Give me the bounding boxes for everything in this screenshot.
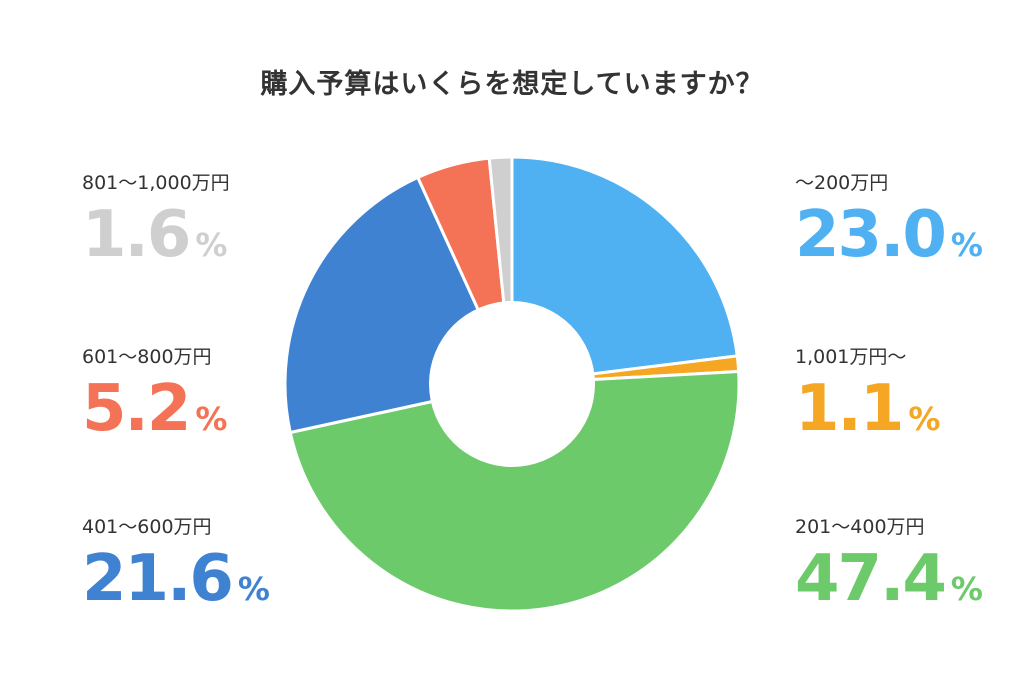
data-label: 5.2% (82, 377, 227, 441)
percent-sign: % (950, 226, 983, 264)
legend-item: 801～1,000万円 1.6% (82, 168, 230, 267)
legend-item: 201～400万円 47.4% (795, 512, 983, 611)
percent-sign: % (950, 570, 983, 608)
chart-title: 購入予算はいくらを想定していますか？ (260, 69, 764, 100)
value-text: 23.0 (795, 198, 947, 272)
legend-item: ～200万円 23.0% (795, 168, 983, 267)
legend-label: 401～600万円 (82, 516, 212, 538)
legend-item: 1,001万円～ 1.1% (795, 342, 940, 441)
pie-slice (288, 369, 741, 613)
value-text: 5.2 (82, 372, 191, 446)
value-text: 1.1 (795, 372, 904, 446)
data-label: 23.0% (795, 203, 983, 267)
value-text: 1.6 (82, 198, 191, 272)
percent-sign: % (908, 400, 941, 438)
legend-label: 1,001万円～ (795, 346, 907, 368)
legend-label: 801～1,000万円 (82, 172, 230, 194)
data-label: 47.4% (795, 547, 983, 611)
legend-label: 201～400万円 (795, 516, 925, 538)
legend-item: 401～600万円 21.6% (82, 512, 270, 611)
percent-sign: % (195, 400, 228, 438)
data-label: 1.1% (795, 377, 940, 441)
percent-sign: % (237, 570, 270, 608)
data-label: 1.6% (82, 203, 230, 267)
value-text: 47.4 (795, 542, 947, 616)
data-label: 21.6% (82, 547, 270, 611)
percent-sign: % (195, 226, 228, 264)
donut-hole (429, 301, 595, 467)
value-text: 21.6 (82, 542, 234, 616)
legend-label: 601～800万円 (82, 346, 212, 368)
legend-item: 601～800万円 5.2% (82, 342, 227, 441)
legend-label: ～200万円 (795, 172, 889, 194)
